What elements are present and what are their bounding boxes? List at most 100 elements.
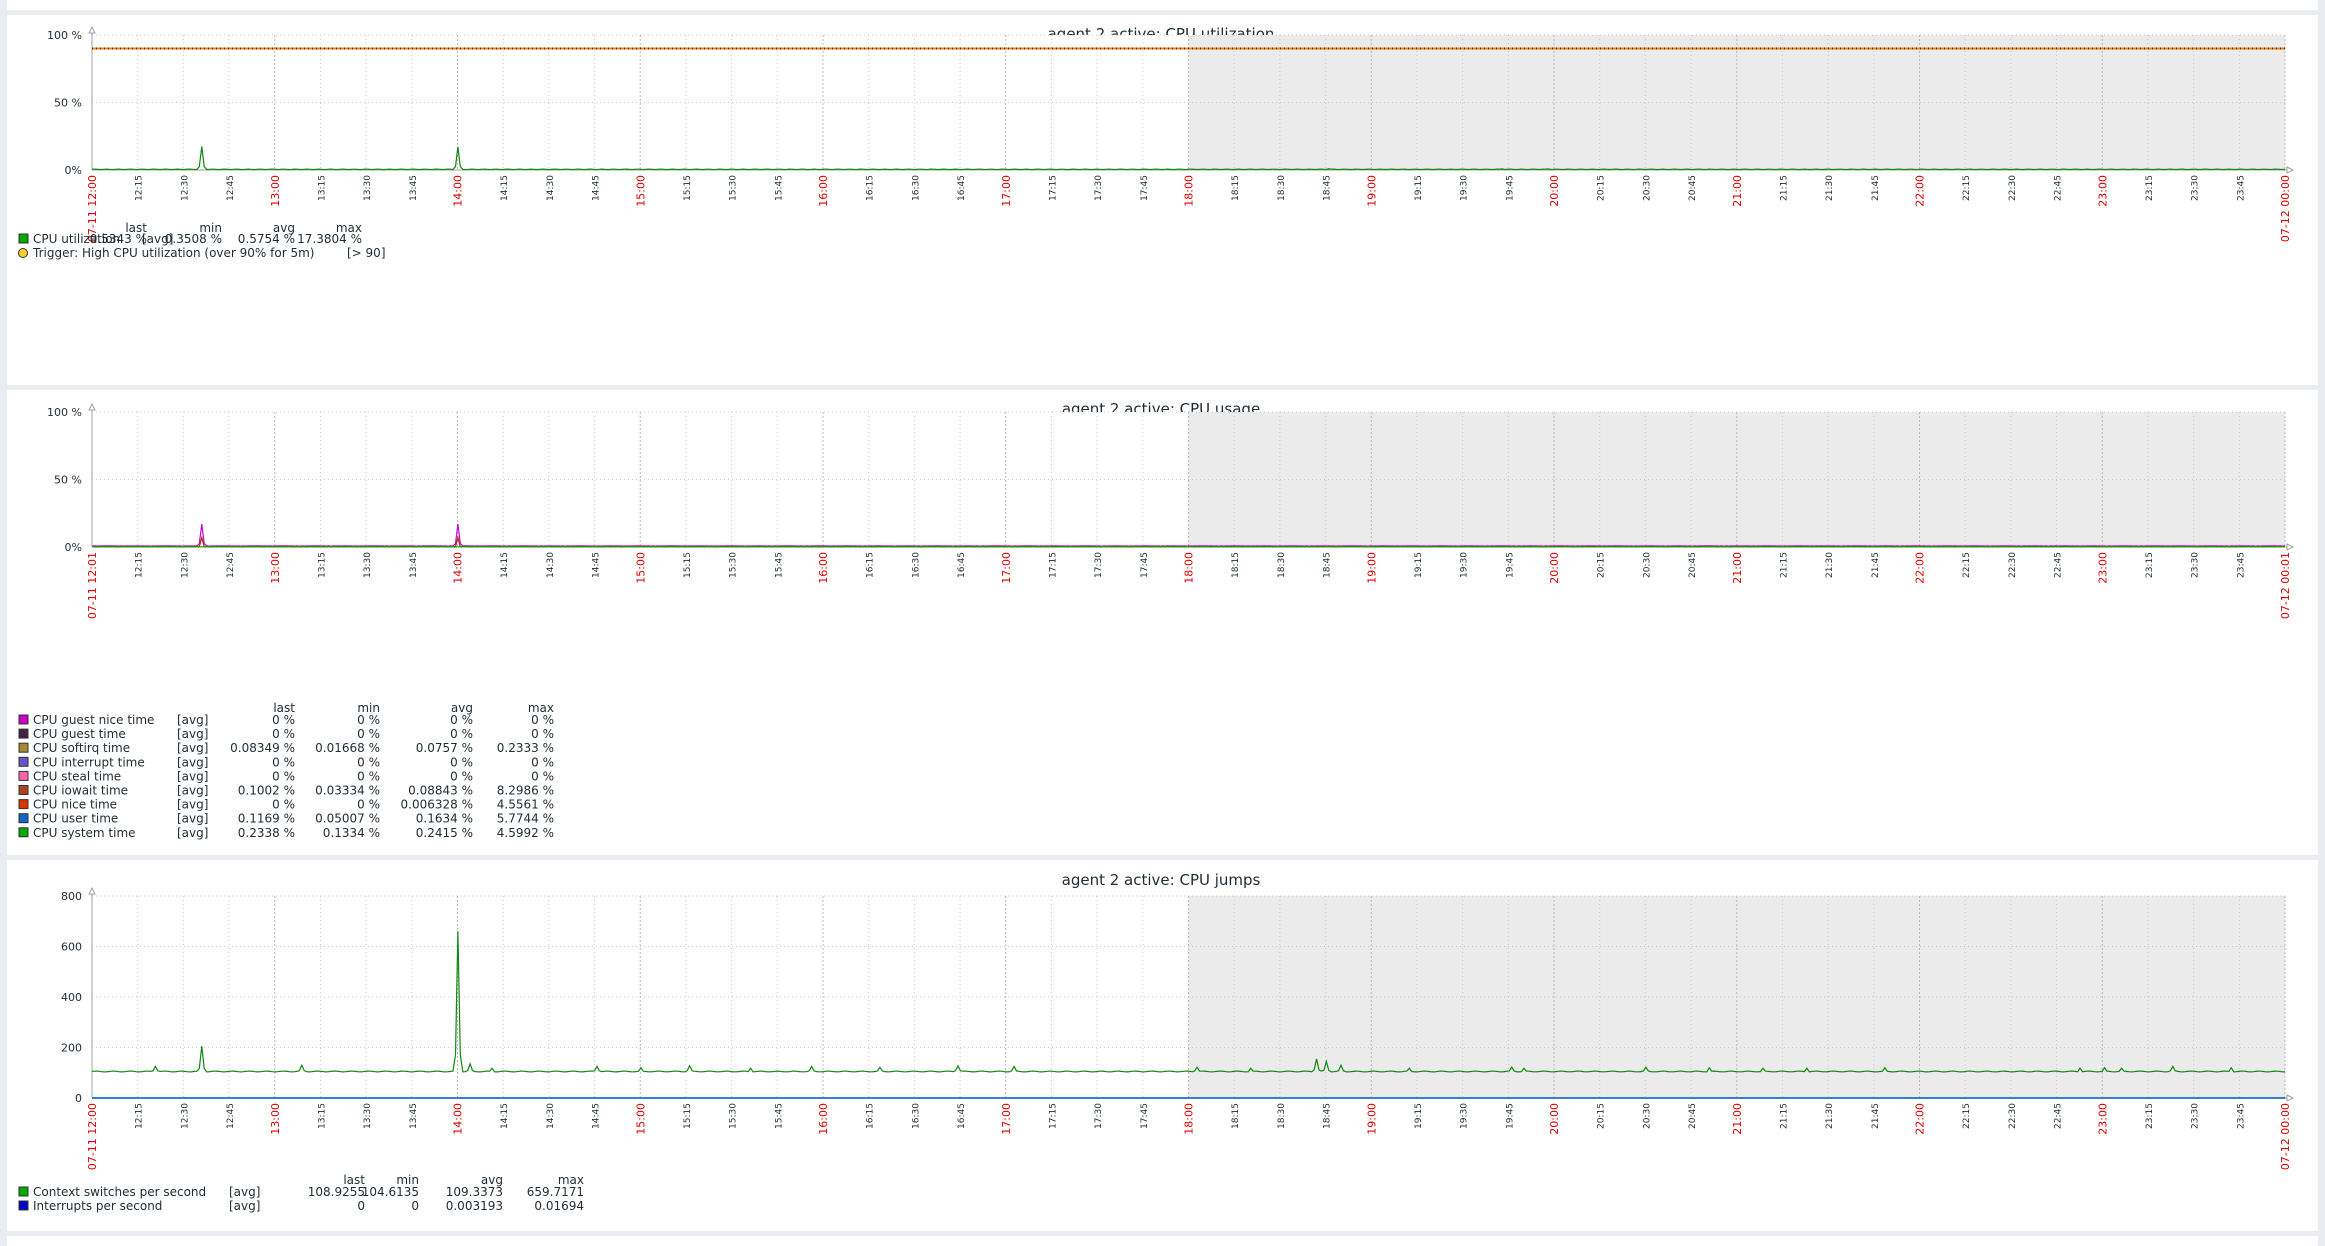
legend-color-swatch <box>18 785 29 795</box>
legend-value-max: 0.2333 % <box>497 741 554 755</box>
x-tick-label: 14:15 <box>500 175 510 201</box>
legend-value-avg: 0.2415 % <box>416 826 473 840</box>
legend-header-min: min <box>357 701 380 715</box>
x-tick-label: 12:30 <box>180 552 190 578</box>
x-tick-label: 13:45 <box>409 552 419 578</box>
x-tick-label: 14:00 <box>452 175 465 207</box>
x-tick-label: 19:00 <box>1365 552 1378 584</box>
x-tick-label: 13:00 <box>269 175 282 207</box>
x-tick-label: 23:15 <box>2145 1103 2155 1129</box>
x-tick-label: 22:30 <box>2008 552 2018 578</box>
x-tick-label: 19:15 <box>1414 552 1424 578</box>
legend-value-avg: 0.003193 <box>446 1199 503 1213</box>
legend-function: [avg] <box>177 741 208 755</box>
y-tick-label: 50 % <box>54 97 82 110</box>
legend-value-min: 0.01668 % <box>315 741 380 755</box>
x-tick-label: 17:45 <box>1140 1103 1150 1129</box>
x-tick-label: 18:00 <box>1183 1103 1196 1135</box>
legend-value-max: 8.2986 % <box>497 784 554 798</box>
y-tick-label: 0 <box>75 1092 82 1105</box>
x-tick-label: 15:30 <box>729 1103 739 1129</box>
y-axis-arrow <box>88 25 96 34</box>
legend-value-max: 4.5561 % <box>497 798 554 812</box>
x-tick-label: 13:15 <box>317 1103 327 1129</box>
x-tick-label: 15:45 <box>774 175 784 201</box>
legend-value-avg: 109.3373 <box>446 1185 503 1199</box>
legend-color-swatch <box>18 233 29 244</box>
legend-series-name: CPU system time <box>33 826 136 840</box>
x-tick-label: 13:30 <box>363 175 373 201</box>
legend-color-swatch <box>18 728 29 739</box>
x-tick-label: 19:30 <box>1460 552 1470 578</box>
legend-function: [avg] <box>229 1199 260 1213</box>
x-tick-label: 07-12 00:01 <box>2279 552 2292 619</box>
x-tick-label: 19:15 <box>1414 1103 1424 1129</box>
x-axis-arrow <box>2286 166 2295 174</box>
legend-header-avg: avg <box>481 1173 503 1187</box>
x-tick-label: 16:15 <box>866 1103 876 1129</box>
x-tick-label: 18:00 <box>1183 552 1196 584</box>
x-tick-label: 20:30 <box>1642 175 1652 201</box>
legend-series-name: Interrupts per second <box>33 1199 162 1213</box>
x-tick-label: 19:45 <box>1505 1103 1515 1129</box>
x-tick-label: 15:00 <box>634 175 647 207</box>
x-tick-label: 18:15 <box>1231 1103 1241 1129</box>
x-tick-label: 16:00 <box>817 552 830 584</box>
y-tick-label: 100 % <box>47 406 82 419</box>
bottom-panel-edge <box>7 1236 2318 1246</box>
trigger-legend-icon <box>18 248 28 258</box>
x-tick-label: 15:00 <box>634 552 647 584</box>
top-panel-edge <box>7 0 2318 10</box>
x-tick-label: 18:15 <box>1231 552 1241 578</box>
graph-panel-cpu-utilization: agent 2 active: CPU utilization 100 % 50 … <box>7 15 2318 385</box>
legend-series-name: Context switches per second <box>33 1185 206 1199</box>
x-tick-label: 14:45 <box>592 175 602 201</box>
x-tick-label: 21:00 <box>1731 175 1744 207</box>
legend-color-swatch <box>18 770 29 781</box>
x-tick-label: 23:15 <box>2145 552 2155 578</box>
x-tick-label: 14:30 <box>546 175 556 201</box>
x-tick-label: 12:30 <box>180 1103 190 1129</box>
x-tick-label: 20:45 <box>1688 175 1698 201</box>
x-tick-label: 20:15 <box>1597 552 1607 578</box>
x-tick-label: 21:15 <box>1779 1103 1789 1129</box>
legend-header-min: min <box>199 221 222 235</box>
x-tick-label: 16:30 <box>911 1103 921 1129</box>
x-tick-label: 17:45 <box>1140 175 1150 201</box>
series-line-cpu-guest-nice <box>91 524 2286 547</box>
x-tick-label: 21:45 <box>1871 175 1881 201</box>
trigger-legend-condition: [> 90] <box>347 246 386 260</box>
chart-title: agent 2 active: CPU jumps <box>1062 871 1261 889</box>
x-tick-label: 22:15 <box>1962 552 1972 578</box>
x-tick-label: 13:15 <box>317 175 327 201</box>
x-tick-label: 23:00 <box>2096 1103 2109 1135</box>
legend-header-max: max <box>558 1173 584 1187</box>
x-tick-label: 13:15 <box>317 552 327 578</box>
x-tick-label: 21:30 <box>1825 175 1835 201</box>
x-tick-label: 17:00 <box>1000 1103 1013 1135</box>
x-tick-label: 15:30 <box>729 552 739 578</box>
x-tick-label: 12:45 <box>226 552 236 578</box>
trigger-legend-label: Trigger: High CPU utilization (over 90% … <box>32 246 314 260</box>
x-tick-label: 15:00 <box>634 1103 647 1135</box>
legend-value-avg: 0.5754 % <box>238 232 295 246</box>
x-tick-label: 23:30 <box>2191 1103 2201 1129</box>
legend-color-swatch <box>18 1200 29 1211</box>
x-tick-label: 15:30 <box>729 175 739 201</box>
legend-value-last: 0 % <box>272 727 295 741</box>
y-tick-label: 100 % <box>47 29 82 42</box>
x-tick-label: 23:30 <box>2191 175 2201 201</box>
legend-color-swatch <box>18 813 29 824</box>
x-axis-arrow <box>2286 1094 2295 1102</box>
legend-value-min: 0 % <box>357 769 380 783</box>
legend-value-avg: 0.08843 % <box>408 784 473 798</box>
legend-value-avg: 0 % <box>450 755 473 769</box>
legend-value-min: 0 % <box>357 713 380 727</box>
x-tick-label: 22:15 <box>1962 1103 1972 1129</box>
x-tick-label: 18:15 <box>1231 175 1241 201</box>
x-tick-label: 20:15 <box>1597 175 1607 201</box>
x-tick-label: 14:00 <box>452 552 465 584</box>
x-tick-label: 22:15 <box>1962 175 1972 201</box>
x-tick-label: 07-12 00:00 <box>2279 1103 2292 1170</box>
y-axis-arrow <box>88 886 96 895</box>
